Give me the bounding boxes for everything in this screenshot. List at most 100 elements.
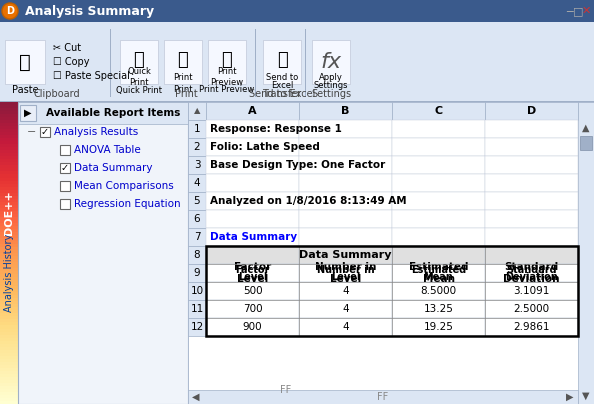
Bar <box>206 210 299 228</box>
Bar <box>188 318 206 336</box>
Bar <box>485 192 578 210</box>
Bar <box>188 156 206 174</box>
Bar <box>299 174 392 192</box>
Text: Print: Print <box>175 89 197 99</box>
Text: B: B <box>342 106 350 116</box>
Text: ▼: ▼ <box>582 391 590 401</box>
Bar <box>188 210 206 228</box>
Text: ✂ Cut: ✂ Cut <box>53 43 81 53</box>
Text: 8.5000: 8.5000 <box>421 286 457 296</box>
Bar <box>392 156 485 174</box>
Bar <box>188 138 206 156</box>
Text: Level: Level <box>331 273 360 282</box>
Text: Print
Preview: Print Preview <box>210 67 244 87</box>
Bar <box>392 264 485 282</box>
Text: 🖨: 🖨 <box>178 51 188 69</box>
Text: Settings: Settings <box>311 89 351 99</box>
Text: 19.25: 19.25 <box>424 322 453 332</box>
Text: 700: 700 <box>243 304 263 314</box>
Text: Transfer: Transfer <box>263 89 302 99</box>
Text: ▲: ▲ <box>194 107 200 116</box>
Text: Standard
Deviation: Standard Deviation <box>503 262 560 284</box>
Bar <box>206 246 578 336</box>
Bar <box>392 318 485 336</box>
Bar <box>392 120 485 138</box>
Bar <box>299 246 392 264</box>
Bar <box>206 174 299 192</box>
Text: Print: Print <box>173 72 192 82</box>
Text: Regression Equation: Regression Equation <box>74 199 181 209</box>
Text: Base Design Type: One Factor: Base Design Type: One Factor <box>210 160 386 170</box>
Text: Factor: Factor <box>235 265 270 275</box>
Bar <box>188 282 206 300</box>
Text: ▶: ▶ <box>566 392 574 402</box>
Text: Response: Response 1: Response: Response 1 <box>210 124 342 134</box>
Text: 10: 10 <box>191 286 204 296</box>
Text: Analyzed on 1/8/2016 8:13:49 AM: Analyzed on 1/8/2016 8:13:49 AM <box>210 196 407 206</box>
Bar <box>188 228 206 246</box>
Text: ─: ─ <box>567 6 573 16</box>
Bar <box>392 102 485 120</box>
Text: FF: FF <box>280 385 291 395</box>
Bar <box>40 127 50 137</box>
Bar <box>299 282 392 300</box>
Bar <box>485 318 578 336</box>
Text: 13.25: 13.25 <box>424 304 453 314</box>
Bar <box>188 120 206 138</box>
Bar <box>485 282 578 300</box>
Text: Send to: Send to <box>266 72 298 82</box>
Text: 900: 900 <box>243 322 263 332</box>
Bar <box>20 105 36 121</box>
Bar <box>485 174 578 192</box>
Text: Data Summary: Data Summary <box>299 250 392 260</box>
Bar <box>60 163 70 173</box>
Bar <box>578 102 594 404</box>
Text: 3: 3 <box>194 160 200 170</box>
Text: C: C <box>434 106 443 116</box>
Bar <box>485 156 578 174</box>
Bar <box>299 228 392 246</box>
Text: ◀: ◀ <box>192 392 200 402</box>
Text: ✓: ✓ <box>41 127 49 137</box>
Bar <box>208 40 246 84</box>
Bar <box>299 300 392 318</box>
Text: 2: 2 <box>194 142 200 152</box>
Text: Quick
Print: Quick Print <box>127 67 151 87</box>
Text: □: □ <box>573 6 583 16</box>
Text: ANOVA Table: ANOVA Table <box>74 145 141 155</box>
Text: 2.9861: 2.9861 <box>513 322 550 332</box>
Bar <box>392 138 485 156</box>
Bar <box>255 29 256 97</box>
Text: 2.5000: 2.5000 <box>513 304 549 314</box>
Bar <box>485 264 578 282</box>
Text: Estimated
Mean: Estimated Mean <box>409 262 468 284</box>
Bar <box>206 192 299 210</box>
Bar <box>0 22 594 102</box>
Text: A: A <box>248 106 257 116</box>
Bar <box>60 199 70 209</box>
Bar <box>188 264 206 282</box>
Text: Data Summary: Data Summary <box>74 163 153 173</box>
Bar <box>485 300 578 318</box>
Text: Clipboard: Clipboard <box>34 89 80 99</box>
Bar <box>60 145 70 155</box>
Text: −: − <box>27 127 37 137</box>
Text: 🖨: 🖨 <box>222 51 232 69</box>
Bar <box>485 210 578 228</box>
Bar <box>206 318 299 336</box>
Text: Print: Print <box>173 86 192 95</box>
Bar <box>0 101 594 102</box>
Text: 4: 4 <box>342 322 349 332</box>
Bar <box>206 120 299 138</box>
Text: Folio: Lathe Speed: Folio: Lathe Speed <box>210 142 320 152</box>
Text: Data Summary: Data Summary <box>210 232 297 242</box>
Text: Analysis Results: Analysis Results <box>54 127 138 137</box>
Bar <box>206 264 299 282</box>
Bar <box>188 174 206 192</box>
Bar <box>299 138 392 156</box>
Text: D: D <box>6 6 14 16</box>
Bar <box>206 228 299 246</box>
Text: 7: 7 <box>194 232 200 242</box>
Bar <box>206 138 299 156</box>
Text: Send to Excel: Send to Excel <box>249 89 315 99</box>
